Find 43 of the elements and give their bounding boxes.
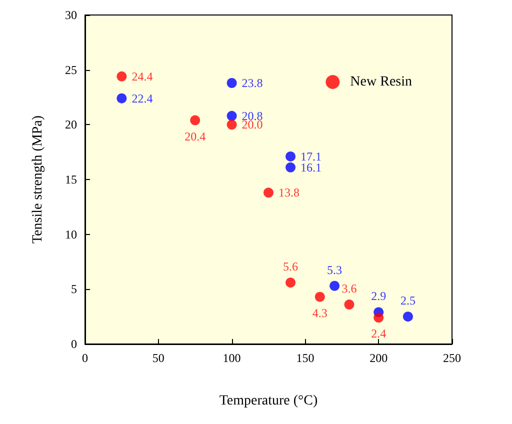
point [264,188,274,198]
data-label: 5.6 [283,260,298,274]
data-label: 5.3 [327,262,342,277]
x-tick-label: 0 [82,351,88,365]
point [286,162,296,172]
data-label: 3.6 [342,282,357,296]
point [402,312,413,322]
data-label: 22.4 [132,91,153,106]
point [226,120,237,130]
x-tick-label: 200 [370,351,388,365]
point [116,71,127,82]
point [314,292,325,302]
y-tick-label: 20 [65,118,77,132]
y-axis-title: Tensile strength (MPa) [30,115,46,244]
y-tick-label: 15 [65,172,77,186]
point [116,93,127,104]
point [226,110,237,121]
point [286,278,296,288]
x-tick-label: 150 [296,351,314,365]
point [190,115,200,126]
point [226,78,237,88]
point [286,151,296,162]
x-tick-label: 50 [152,351,164,365]
data-label: 13.8 [278,186,300,200]
x-tick-label: 100 [222,351,241,365]
data-label: 2.5 [400,294,416,308]
data-label: 24.4 [132,69,153,84]
point [374,312,384,323]
legend-label: New Resin [350,74,412,90]
data-label: 2.4 [371,326,386,341]
x-axis-title: Temperature (°C) [219,394,318,408]
data-label: 23.8 [242,76,263,90]
point [330,280,340,291]
y-tick-label: 25 [65,62,77,77]
data-label: 20.4 [184,129,206,144]
x-tick-label: 250 [443,351,461,365]
y-tick-label: 5 [71,282,77,296]
point [344,300,354,310]
y-tick-label: 10 [65,227,77,242]
y-tick-label: 0 [71,337,77,351]
y-tick-label: 30 [65,8,77,22]
data-label: 2.9 [371,289,386,304]
data-label: 4.3 [312,306,328,320]
